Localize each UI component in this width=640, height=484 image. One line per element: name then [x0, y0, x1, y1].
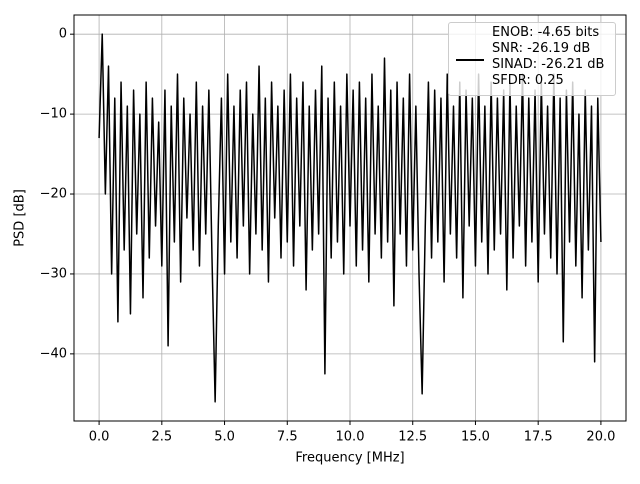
x-tick-label: 20.0 [586, 430, 615, 445]
y-axis-label: PSD [dB] [13, 189, 28, 247]
y-tick-label: −10 [40, 107, 67, 122]
x-tick-label: 10.0 [336, 430, 365, 445]
legend-label: ENOB: -4.65 bits SNR: -26.19 dB SINAD: -… [492, 25, 605, 88]
x-tick-label: 2.5 [151, 430, 172, 445]
y-tick-label: 0 [59, 27, 67, 42]
x-axis-label: Frequency [MHz] [295, 451, 404, 466]
x-tick-label: 15.0 [461, 430, 490, 445]
x-tick-label: 17.5 [524, 430, 553, 445]
y-tick-label: −40 [40, 346, 67, 361]
series-line [98, 33, 602, 403]
x-tick-label: 7.5 [277, 430, 298, 445]
legend: ENOB: -4.65 bits SNR: -26.19 dB SINAD: -… [448, 22, 616, 96]
y-tick-label: −20 [40, 187, 67, 202]
x-tick-label: 5.0 [214, 430, 235, 445]
plot-frame [73, 14, 627, 422]
x-tick-label: 12.5 [398, 430, 427, 445]
x-tick-label: 0.0 [89, 430, 110, 445]
legend-swatch [456, 59, 484, 61]
y-tick-label: −30 [40, 266, 67, 281]
